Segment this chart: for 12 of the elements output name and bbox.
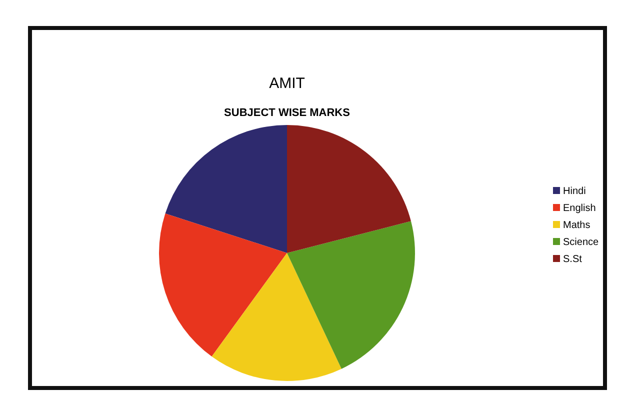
legend-label: Science	[563, 237, 600, 248]
pie-slice	[287, 221, 415, 369]
chart-subtitle: SUBJECT WISE MARKS	[224, 107, 350, 119]
pie-slice	[287, 125, 411, 253]
legend-label: English	[563, 203, 596, 214]
legend-label: Maths	[563, 220, 590, 231]
legend-label: Hindi	[563, 186, 586, 197]
chart-title: AMIT	[269, 75, 305, 92]
pie-slice	[212, 253, 342, 381]
pie-slice	[165, 125, 287, 253]
legend-label: S.St	[563, 254, 582, 265]
pie-slice	[159, 213, 287, 357]
